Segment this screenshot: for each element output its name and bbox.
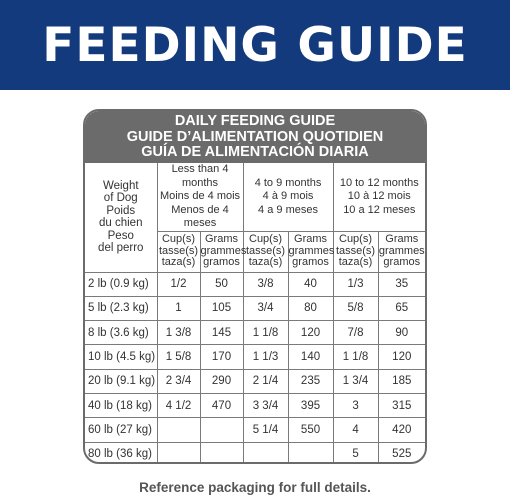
weight-cell: 5 lb (2.3 kg): [85, 295, 158, 322]
weight-header: Weight of Dog Poids du chien Peso del pe…: [85, 163, 158, 273]
grams-cell: 235: [287, 368, 334, 394]
grams-cell: 120: [377, 344, 425, 370]
cups-cell: 5: [332, 441, 379, 462]
grams-cell: 525: [377, 441, 425, 462]
cups-cell: [156, 441, 201, 462]
table-row: 8 lb (3.6 kg) 1 3/8 145 1 1/8 120 7/8 90: [85, 320, 425, 346]
cups-cell: 4: [332, 417, 379, 443]
age-header-4-to-9-months: 4 to 9 months 4 à 9 mois 4 a 9 meses: [242, 163, 334, 232]
feeding-guide-card: DAILY FEEDING GUIDE GUIDE D’ALIMENTATION…: [83, 109, 427, 464]
cups-cell: 1 3/8: [156, 320, 201, 346]
grams-cell: 90: [377, 320, 425, 346]
grams-cell: 290: [199, 368, 244, 394]
table-row: 5 lb (2.3 kg) 1 105 3/4 80 5/8 65: [85, 295, 425, 322]
cups-cell: 7/8: [332, 320, 379, 346]
weight-cell: 20 lb (9.1 kg): [85, 368, 158, 394]
cups-header: Cup(s) tasse(s) taza(s): [242, 230, 289, 273]
cups-cell: 1 1/8: [242, 320, 289, 346]
cups-cell: 2 1/4: [242, 368, 289, 394]
grams-cell: 140: [287, 344, 334, 370]
cups-cell: 1 1/3: [242, 344, 289, 370]
cups-cell: 1/3: [332, 271, 379, 297]
table-row: 60 lb (27 kg) 5 1/4 550 4 420: [85, 417, 425, 443]
grams-cell: [287, 441, 334, 462]
cups-cell: 5 1/4: [242, 417, 289, 443]
cups-cell: 1 1/8: [332, 344, 379, 370]
cups-cell: 1 5/8: [156, 344, 201, 370]
weight-cell: 10 lb (4.5 kg): [85, 344, 158, 370]
grams-cell: 80: [287, 295, 334, 322]
grams-cell: 35: [377, 271, 425, 297]
weight-cell: 80 lb (36 kg): [85, 441, 158, 462]
grams-header: Grams grammes gramos: [199, 230, 246, 273]
grams-cell: 105: [199, 295, 244, 322]
weight-cell: 8 lb (3.6 kg): [85, 320, 158, 346]
table-row: 80 lb (36 kg) 5 525: [85, 441, 425, 462]
grams-cell: 170: [199, 344, 244, 370]
grams-cell: 395: [287, 392, 334, 419]
cups-cell: [156, 417, 201, 443]
feeding-table: Weight of Dog Poids du chien Peso del pe…: [85, 163, 425, 462]
grams-cell: [199, 441, 244, 462]
card-title-fr: GUIDE D’ALIMENTATION QUOTIDIEN: [126, 128, 384, 145]
footer-note: Reference packaging for full details.: [139, 480, 371, 495]
cups-header: Cup(s) tasse(s) taza(s): [157, 230, 201, 273]
cups-cell: 3: [332, 392, 379, 419]
card-title-es: GUÍA DE ALIMENTACIÓN DIARIA: [141, 144, 369, 160]
cups-cell: 3 3/4: [242, 392, 289, 419]
table-row: 2 lb (0.9 kg) 1/2 50 3/8 40 1/3 35: [85, 271, 425, 297]
grams-cell: 420: [377, 417, 425, 443]
grams-cell: 185: [377, 368, 425, 394]
grams-cell: 65: [377, 295, 425, 322]
cups-header: Cup(s) tasse(s) taza(s): [332, 230, 379, 273]
age-header-10-to-12-months: 10 to 12 months 10 à 12 mois 10 a 12 meses: [332, 163, 425, 232]
cups-cell: 2 3/4: [156, 368, 201, 394]
header-banner: FEEDING GUIDE: [0, 0, 510, 90]
weight-cell: 60 lb (27 kg): [85, 417, 158, 443]
page-title: FEEDING GUIDE: [42, 17, 468, 73]
grams-cell: 40: [287, 271, 334, 297]
table-row: 10 lb (4.5 kg) 1 5/8 170 1 1/3 140 1 1/8 120: [85, 344, 425, 370]
grams-cell: [199, 417, 244, 443]
age-header-under-4-months: Less than 4 months Moins de 4 mois Menos d…: [156, 163, 244, 232]
cups-cell: 1: [156, 295, 201, 322]
grams-cell: 470: [199, 392, 244, 419]
grams-cell: 50: [199, 271, 244, 297]
cups-cell: 3/4: [242, 295, 289, 322]
grams-cell: 145: [199, 320, 244, 346]
grams-cell: 550: [287, 417, 334, 443]
card-title-en: DAILY FEEDING GUIDE: [174, 113, 336, 129]
grams-header: Grams grammes gramos: [287, 230, 334, 273]
weight-cell: 2 lb (0.9 kg): [85, 271, 158, 297]
card-title: DAILY FEEDING GUIDE GUIDE D’ALIMENTATION…: [85, 111, 425, 163]
cups-cell: 3/8: [242, 271, 289, 297]
weight-cell: 40 lb (18 kg): [85, 392, 158, 419]
cups-cell: 1/2: [156, 271, 201, 297]
cups-cell: 4 1/2: [156, 392, 201, 419]
cups-cell: [242, 441, 289, 462]
grams-cell: 120: [287, 320, 334, 346]
cups-cell: 5/8: [332, 295, 379, 322]
cups-cell: 1 3/4: [332, 368, 379, 394]
table-row: 40 lb (18 kg) 4 1/2 470 3 3/4 395 3 315: [85, 392, 425, 419]
grams-header: Grams grammes gramos: [377, 230, 425, 273]
grams-cell: 315: [377, 392, 425, 419]
table-row: 20 lb (9.1 kg) 2 3/4 290 2 1/4 235 1 3/4 185: [85, 368, 425, 394]
